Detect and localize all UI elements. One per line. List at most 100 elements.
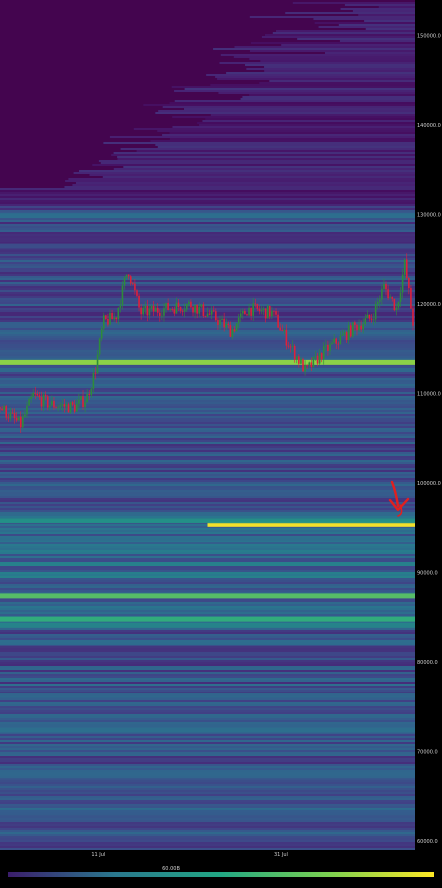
heatmap-row <box>0 534 415 536</box>
heatmap-row <box>0 792 415 794</box>
heatmap-row <box>0 470 415 472</box>
heatmap-row <box>0 306 415 308</box>
heatmap-row <box>0 194 415 196</box>
heatmap-row <box>0 724 415 726</box>
heatmap-row <box>242 96 415 98</box>
candle-body <box>119 305 122 308</box>
heatmap-row <box>0 434 415 436</box>
candle-body <box>210 310 213 315</box>
heatmap-row <box>0 544 415 546</box>
candle-body <box>312 356 315 367</box>
heatmap-row <box>0 752 415 754</box>
candle-body <box>17 416 20 421</box>
candle-body <box>233 329 236 332</box>
candle-body <box>256 304 259 309</box>
heatmap-row <box>249 16 415 18</box>
candle-body <box>339 335 342 345</box>
candle-body <box>298 356 300 364</box>
candle-body <box>0 407 1 409</box>
heatmap-row <box>0 386 415 388</box>
heatmap-row <box>0 768 415 770</box>
candle-body <box>329 344 331 352</box>
heatmap-row <box>0 500 415 502</box>
liquidity-band <box>0 809 415 815</box>
heatmap-row <box>0 702 415 704</box>
heatmap-row <box>0 786 415 788</box>
candle-body <box>1 408 3 411</box>
candle-body <box>82 396 84 408</box>
heatmap-row <box>0 346 415 348</box>
heatmap-row <box>109 136 415 138</box>
heatmap-row <box>0 816 415 818</box>
heatmap-row <box>174 100 415 102</box>
candle-body <box>46 396 49 408</box>
heatmap-row <box>0 664 415 666</box>
heatmap-row <box>0 668 415 670</box>
heatmap-row <box>0 460 415 462</box>
candle-body <box>198 306 201 314</box>
liquidity-band <box>0 616 415 622</box>
heatmap-row <box>0 224 415 226</box>
x-tick-label: 11 Jul <box>91 852 105 858</box>
heatmap-row <box>0 400 415 402</box>
heatmap-row <box>0 504 415 506</box>
y-tick-label: 130000.0 <box>417 212 441 218</box>
candle-body <box>96 354 99 374</box>
heatmap-row <box>0 814 415 816</box>
heatmap-row <box>0 426 415 428</box>
candle-body <box>117 307 120 320</box>
heatmap-row <box>133 128 415 130</box>
heatmap-row <box>0 324 415 326</box>
candle-body <box>59 405 61 408</box>
liquidity-band <box>0 359 415 365</box>
candle-body <box>212 310 215 312</box>
heatmap-row <box>172 126 415 128</box>
heatmap-row <box>0 612 415 614</box>
candle-body <box>327 344 329 352</box>
heatmap-row <box>0 232 415 234</box>
candle-body <box>310 362 313 367</box>
candle-body <box>148 308 151 316</box>
candle-body <box>372 319 375 321</box>
candle-body <box>237 317 240 324</box>
candle-body <box>258 308 261 312</box>
heatmap-row <box>0 658 415 660</box>
heatmap-row <box>0 698 415 700</box>
heatmap-row <box>210 114 415 116</box>
candle-body <box>156 307 159 313</box>
heatmap-row <box>0 290 415 292</box>
heatmap-row <box>0 294 415 296</box>
heatmap-row <box>0 402 415 404</box>
heatmap-row <box>0 822 415 824</box>
candle-body <box>273 310 275 312</box>
heatmap-row <box>0 476 415 478</box>
candle-body <box>306 364 308 366</box>
heatmap-row <box>0 406 415 408</box>
heatmap-row <box>0 772 415 774</box>
candle-body <box>345 332 348 340</box>
candle-body <box>335 338 338 344</box>
heatmap-row <box>365 28 415 30</box>
heatmap-row <box>0 268 415 270</box>
heatmap-row <box>0 586 415 588</box>
candle-body <box>412 308 414 326</box>
candle-body <box>5 406 8 418</box>
heatmap-row <box>0 492 415 494</box>
heatmap-row <box>0 830 415 832</box>
candle-body <box>252 303 254 316</box>
candle-body <box>300 359 302 364</box>
heatmap-row <box>352 10 415 12</box>
candle-body <box>221 318 223 320</box>
heatmap-row <box>0 468 415 470</box>
candle-body <box>408 278 410 289</box>
heatmap-row <box>0 328 415 330</box>
candle-body <box>144 305 147 308</box>
heatmap-row <box>0 716 415 718</box>
candle-body <box>42 394 45 407</box>
candle-body <box>322 346 325 360</box>
heatmap-row <box>0 790 415 792</box>
heatmap-row <box>0 718 415 720</box>
candle-body <box>235 323 238 332</box>
candle-body <box>80 396 82 400</box>
heatmap-row <box>0 770 415 772</box>
